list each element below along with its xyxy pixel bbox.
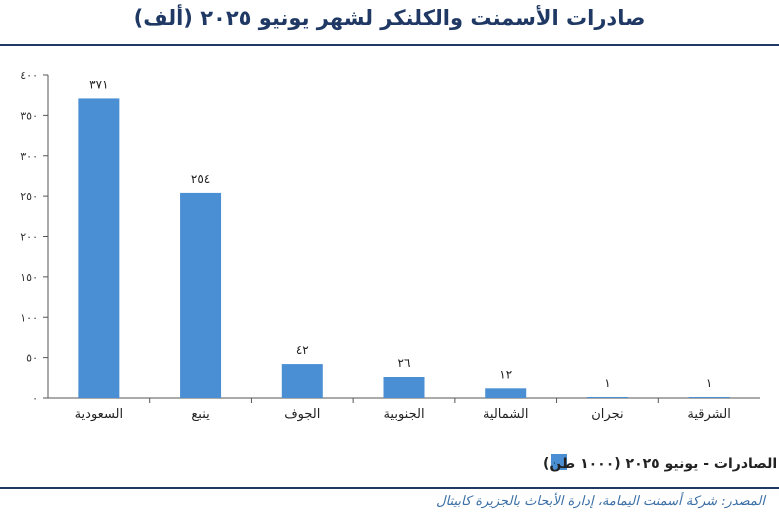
category-labels: السعودية ينبع الجوف الجنوبية الشمالية نجران ال…: [75, 407, 731, 422]
y-tick-label: ٥٠: [26, 352, 38, 365]
category-label: الجوف: [284, 407, 320, 422]
legend: مجموع الصادرات - يونيو ٢٠٢٥ (١٠٠٠ طن): [543, 454, 779, 472]
data-label: ٣٧١: [89, 77, 108, 91]
title-divider: [0, 44, 779, 46]
bars: [78, 98, 730, 399]
category-label: الجنوبية: [383, 407, 424, 422]
bar: [78, 98, 120, 399]
category-label: الشمالية: [483, 407, 529, 422]
category-label: ينبع: [191, 407, 210, 422]
y-tick-label: ١٥٠: [20, 271, 38, 284]
category-label: السعودية: [75, 407, 124, 422]
bar: [688, 397, 730, 398]
data-label: ٢٦: [398, 356, 411, 370]
legend-label: مجموع الصادرات - يونيو ٢٠٢٥ (١٠٠٠ طن): [543, 456, 779, 472]
bar: [281, 364, 323, 398]
data-labels: ٣٧١ ٢٥٤ ٤٢ ٢٦ ١٢ ١ ١: [89, 77, 712, 390]
chart-title: صادرات الأسمنت والكلنكر لشهر يونيو ٢٠٢٥ …: [133, 6, 646, 30]
data-label: ١: [604, 376, 610, 390]
y-tick-label: ٢٠٠: [20, 231, 38, 244]
y-axis-ticks: ٠ ٥٠ ١٠٠ ١٥٠ ٢٠٠ ٢٥٠ ٣٠٠ ٣٥٠ ٤٠٠: [20, 69, 48, 405]
bar: [586, 397, 628, 398]
bar: [383, 377, 425, 398]
category-label: الشرقية: [687, 407, 730, 422]
y-tick-label: ٢٥٠: [20, 190, 38, 203]
footer-divider: [0, 487, 779, 489]
y-tick-label: ١٠٠: [20, 311, 38, 324]
category-label: نجران: [591, 407, 623, 422]
legend-swatch: [551, 454, 567, 470]
bar: [485, 388, 527, 398]
data-label: ١٢: [499, 367, 512, 381]
data-label: ١: [706, 376, 712, 390]
chart-axes: [47, 75, 760, 403]
y-tick-label: ٣٠٠: [20, 150, 38, 163]
y-tick-label: ٣٥٠: [20, 109, 38, 122]
source-note: المصدر: شركة أسمنت اليمامة، إدارة الأبحا…: [436, 494, 765, 509]
data-label: ٢٥٤: [191, 172, 210, 186]
bar: [180, 192, 222, 398]
data-label: ٤٢: [296, 343, 309, 357]
y-tick-label: ٤٠٠: [20, 69, 38, 82]
y-tick-label: ٠: [32, 392, 38, 405]
